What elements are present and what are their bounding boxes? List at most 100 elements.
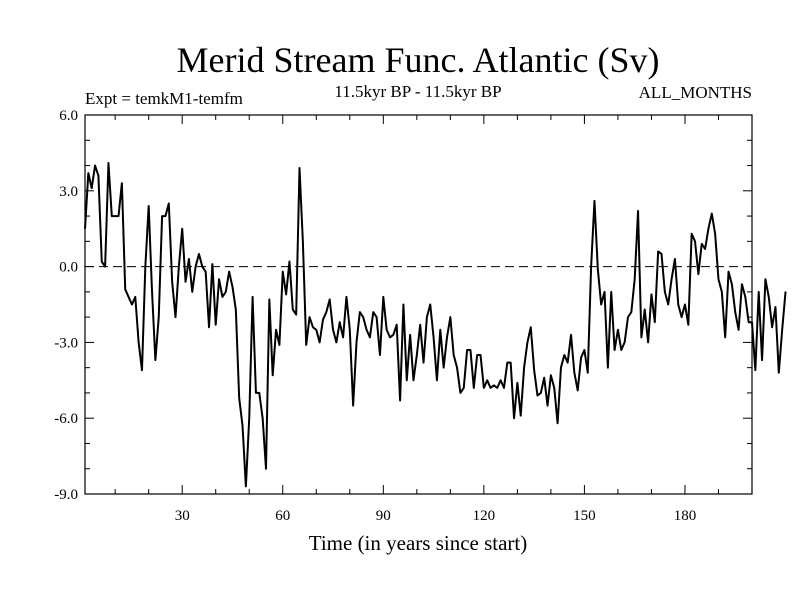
series-line-merid-stream-func [84, 162, 787, 488]
data-point [520, 415, 522, 417]
data-point [624, 341, 626, 343]
data-point [352, 404, 354, 407]
data-point [523, 367, 525, 369]
data-point [744, 296, 746, 298]
data-point [211, 263, 213, 265]
data-point [188, 258, 190, 260]
data-point [174, 316, 177, 318]
data-point [191, 291, 193, 293]
data-point [389, 336, 391, 338]
data-point [727, 271, 730, 273]
data-point [386, 329, 388, 331]
series-points [84, 162, 787, 488]
data-point [493, 384, 495, 386]
data-point [748, 321, 750, 323]
data-point [325, 311, 327, 313]
x-tick-label: 180 [674, 508, 697, 524]
data-point [644, 308, 646, 311]
chart-title: Merid Stream Func. Atlantic (Sv) [177, 40, 660, 80]
data-point [134, 296, 136, 298]
data-point [409, 334, 411, 336]
data-point [439, 329, 441, 331]
data-point [238, 397, 240, 399]
data-point [496, 387, 498, 389]
data-point [399, 399, 401, 402]
data-point [288, 260, 291, 263]
data-point [285, 293, 287, 295]
data-point [164, 215, 167, 217]
data-point [104, 266, 106, 268]
data-point [446, 336, 448, 338]
data-point [764, 278, 767, 280]
data-point [148, 205, 150, 207]
data-point [469, 349, 472, 351]
data-point [235, 308, 237, 311]
data-point [583, 349, 586, 351]
data-point [359, 311, 361, 313]
data-point [369, 336, 371, 338]
data-point [198, 253, 200, 255]
data-point [315, 329, 317, 331]
data-point [419, 324, 421, 326]
data-point [580, 356, 582, 359]
data-point [345, 296, 348, 298]
data-point [546, 404, 549, 407]
data-point [265, 468, 267, 470]
data-point [268, 298, 270, 301]
data-point [161, 215, 163, 217]
data-point [228, 271, 230, 273]
data-point [275, 329, 277, 331]
data-point [121, 182, 123, 184]
data-point [181, 228, 183, 230]
data-point [500, 379, 502, 381]
data-point [201, 266, 203, 268]
expt-subtitle: Expt = temkM1-temfm [85, 89, 243, 108]
data-point [681, 316, 683, 318]
x-tick-label: 150 [573, 508, 596, 524]
data-point [657, 250, 659, 253]
data-point [758, 291, 760, 293]
data-point [694, 240, 696, 242]
data-point [151, 291, 153, 293]
data-point [308, 316, 311, 318]
data-point [570, 334, 572, 336]
plot-area-frame [84, 114, 753, 495]
data-point [684, 303, 686, 306]
data-point [87, 172, 89, 174]
data-point [613, 349, 616, 351]
data-point [131, 303, 133, 306]
data-point [349, 329, 351, 331]
data-point [563, 354, 565, 356]
data-point [426, 316, 428, 318]
data-point [158, 316, 160, 318]
data-point [516, 382, 518, 384]
data-point [533, 369, 535, 371]
y-axis-tick-labels: 6.0 3.0 0.0 -3.0 -6.0 -9.0 [54, 108, 78, 503]
data-point [593, 200, 596, 202]
data-point [416, 354, 418, 356]
data-point [342, 336, 344, 338]
data-point [526, 341, 529, 343]
data-point [607, 367, 609, 369]
data-point [262, 417, 264, 419]
data-point [305, 344, 307, 346]
data-point [101, 260, 103, 263]
data-point [245, 485, 247, 488]
data-point [550, 374, 552, 376]
data-point [627, 316, 629, 318]
data-point [674, 258, 676, 260]
data-point [382, 296, 384, 298]
data-point [479, 354, 482, 356]
data-point [365, 329, 368, 331]
data-point [557, 422, 559, 424]
data-point [717, 278, 720, 280]
data-point [84, 228, 86, 230]
data-point [707, 228, 710, 230]
y-tick-label: 3.0 [59, 184, 78, 200]
data-point [127, 296, 130, 298]
data-point [466, 349, 468, 351]
data-point [114, 215, 116, 217]
data-point [379, 354, 381, 356]
data-point [721, 291, 723, 293]
data-point [513, 417, 515, 419]
